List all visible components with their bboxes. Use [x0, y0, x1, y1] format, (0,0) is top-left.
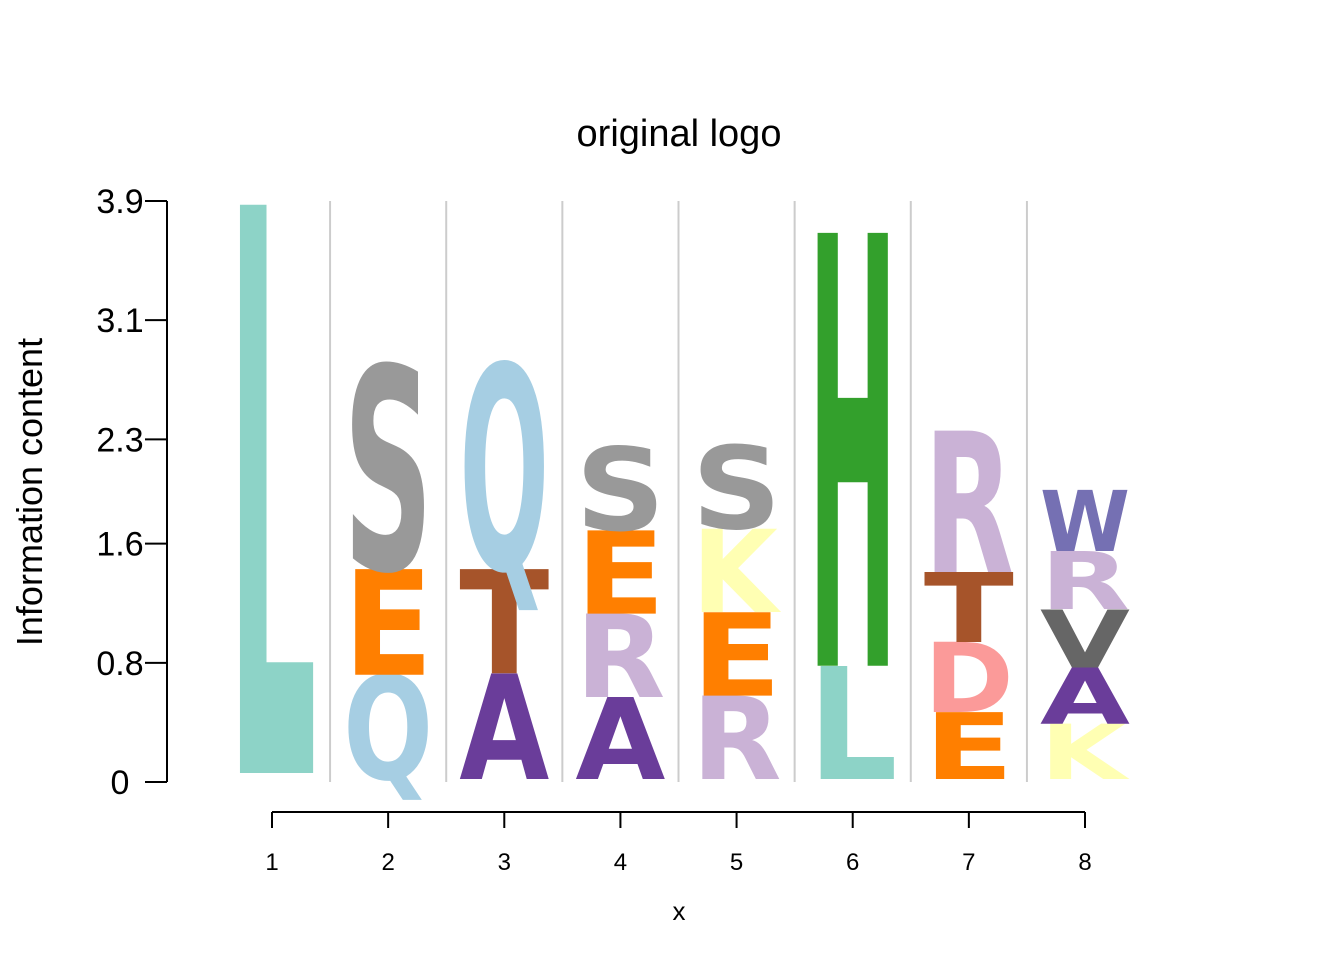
logo-letter-l: L: [227, 51, 317, 958]
y-tick-label: 3.9: [96, 183, 143, 221]
y-axis-label: Information content: [9, 338, 50, 646]
logo-letter-h: H: [808, 115, 898, 807]
logo-letter-v: V: [1040, 595, 1130, 687]
logo-letter-a: A: [1040, 652, 1130, 742]
logo-letter-d: D: [924, 624, 1014, 736]
logo-letter-s: S: [575, 425, 665, 558]
logo-letter-q: Q: [343, 646, 433, 813]
y-tick-label: 0.8: [96, 645, 143, 683]
logo-letter-e: E: [343, 540, 433, 710]
x-tick-label: 1: [265, 849, 278, 876]
logo-letter-a: A: [575, 675, 665, 806]
x-tick-label: 8: [1078, 849, 1091, 876]
logo-letter-e: E: [692, 591, 782, 724]
logo-letter-r: R: [924, 391, 1014, 617]
x-tick-label: 3: [498, 849, 511, 876]
x-tick-label: 5: [730, 849, 743, 876]
y-axis: 0 0.8 1.6 2.3 3.1 3.9: [96, 183, 168, 802]
x-tick-label: 6: [846, 849, 859, 876]
logo-letter-q: Q: [459, 310, 549, 637]
logo-letter-k: K: [1040, 710, 1130, 797]
y-tick-label: 0: [111, 764, 130, 802]
logo-letter-e: E: [575, 509, 665, 642]
logo-letter-l: L: [808, 635, 898, 816]
logo-letter-t: T: [459, 541, 549, 707]
x-axis-label: x: [673, 896, 686, 926]
x-tick-label: 2: [381, 849, 394, 876]
logo-letter-k: K: [692, 506, 782, 640]
y-tick-label: 2.3: [96, 421, 143, 459]
chart-title: original logo: [577, 113, 782, 155]
x-tick-label: 4: [614, 849, 627, 876]
logo-letter-r: R: [575, 592, 665, 724]
logo-letter-s: S: [692, 424, 782, 557]
grid-lines: [329, 201, 1028, 782]
y-tick-label: 3.1: [96, 302, 143, 340]
logo-letter-r: R: [692, 674, 782, 806]
y-tick-label: 1.6: [96, 526, 143, 564]
logo-letter-e: E: [924, 694, 1014, 801]
logo-letter-a: A: [459, 644, 549, 813]
x-axis: 1 2 3 4 5 6 7 8: [265, 811, 1092, 876]
logo-letter-r: R: [1040, 535, 1130, 628]
logo-letter-t: T: [924, 554, 1014, 665]
x-tick-label: 7: [962, 849, 975, 876]
logo-letter-s: S: [343, 311, 433, 636]
logo-letter-w: W: [1040, 474, 1130, 571]
